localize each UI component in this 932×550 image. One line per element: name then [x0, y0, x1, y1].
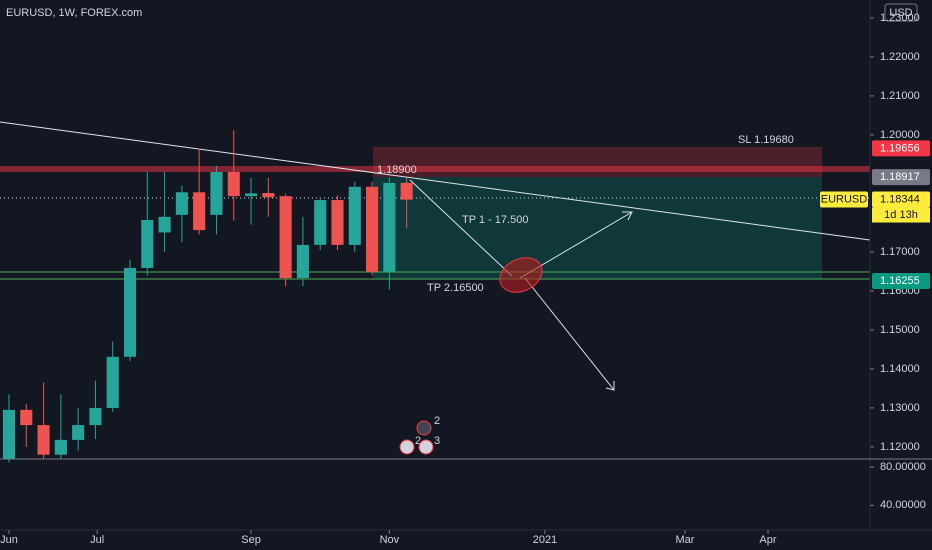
last-price-name-box [820, 191, 868, 208]
price-tag [872, 169, 930, 186]
body [54, 439, 67, 455]
body [279, 196, 292, 279]
event-count: 3 [434, 435, 440, 447]
body [314, 200, 327, 245]
event-count: 2 [434, 415, 440, 427]
events: 2 2 3 [399, 415, 440, 455]
y-tick-label: 1.17000 [880, 246, 920, 258]
body [141, 219, 154, 268]
x-tick-label: Jun [0, 534, 18, 546]
body [72, 425, 85, 440]
annotation: SL 1.19680 [738, 134, 794, 146]
currency: USD [889, 7, 912, 19]
price-tag [872, 272, 930, 289]
body [37, 425, 50, 455]
x-tick-label: Mar [676, 534, 695, 546]
countdown-box [872, 207, 930, 223]
target-marker [499, 257, 543, 293]
x-tick-label: Apr [759, 534, 776, 546]
y-tick-label: 1.21000 [880, 90, 920, 102]
x-tick-label: Jul [90, 534, 104, 546]
chart-title: EURUSD, 1W, FOREX.com [6, 7, 142, 19]
trend-line [0, 121, 871, 241]
body [383, 182, 396, 272]
body [262, 193, 275, 198]
annotation: TP 1 - 17.500 [462, 214, 528, 226]
body [227, 171, 240, 197]
body [331, 200, 344, 245]
price-tag-label: 1.18917 [880, 171, 920, 183]
y-tick-label: 1.23000 [880, 12, 920, 24]
body [89, 407, 102, 426]
body [175, 192, 188, 215]
pane2-tick-label: 80.00000 [880, 461, 926, 473]
event-count: 2 [415, 435, 421, 447]
countdown: 1d 13h [884, 209, 918, 221]
y-tick-label: 1.15000 [880, 324, 920, 336]
body [106, 356, 119, 408]
annotation: TP 2.16500 [427, 282, 484, 294]
last-price-label: 1.18344 [880, 193, 920, 205]
event-icon[interactable] [399, 439, 415, 455]
target-zone [373, 177, 822, 279]
body [244, 193, 258, 197]
x-tick-label: Nov [380, 534, 400, 546]
body [20, 409, 33, 426]
y-tick-label: 1.14000 [880, 363, 920, 375]
body [400, 182, 413, 200]
stop-zone [373, 147, 822, 177]
arrow [524, 277, 615, 391]
last-price-tag [872, 191, 930, 208]
currency-box[interactable] [884, 3, 918, 22]
y-tick-label: 1.13000 [880, 402, 920, 414]
body [296, 244, 309, 279]
pane2-tick-label: 40.00000 [880, 499, 926, 511]
price-tag-label: 1.19656 [880, 142, 920, 154]
arrow-head [605, 381, 615, 391]
body [193, 192, 206, 231]
y-tick-label: 1.22000 [880, 51, 920, 63]
event-icon[interactable] [416, 420, 432, 436]
body [366, 186, 379, 272]
price-tag [872, 140, 930, 157]
body [158, 216, 171, 233]
event-icon[interactable] [418, 439, 434, 455]
y-tick-label: 1.12000 [880, 441, 920, 453]
body [348, 186, 361, 245]
x-tick-label: Sep [241, 534, 261, 546]
body [2, 409, 16, 459]
arrows [409, 179, 633, 391]
y-tick-label: 1.20000 [880, 129, 920, 141]
last-price-name: EURUSD [821, 193, 868, 205]
arrow [409, 179, 513, 277]
annotation: 1.18900 [377, 164, 417, 176]
x-tick-label: 2021 [533, 534, 557, 546]
body [123, 267, 137, 357]
price-tag-label: 1.16255 [880, 275, 920, 287]
body [210, 171, 223, 215]
resistance-band [0, 166, 870, 172]
arrow-head [622, 211, 633, 221]
